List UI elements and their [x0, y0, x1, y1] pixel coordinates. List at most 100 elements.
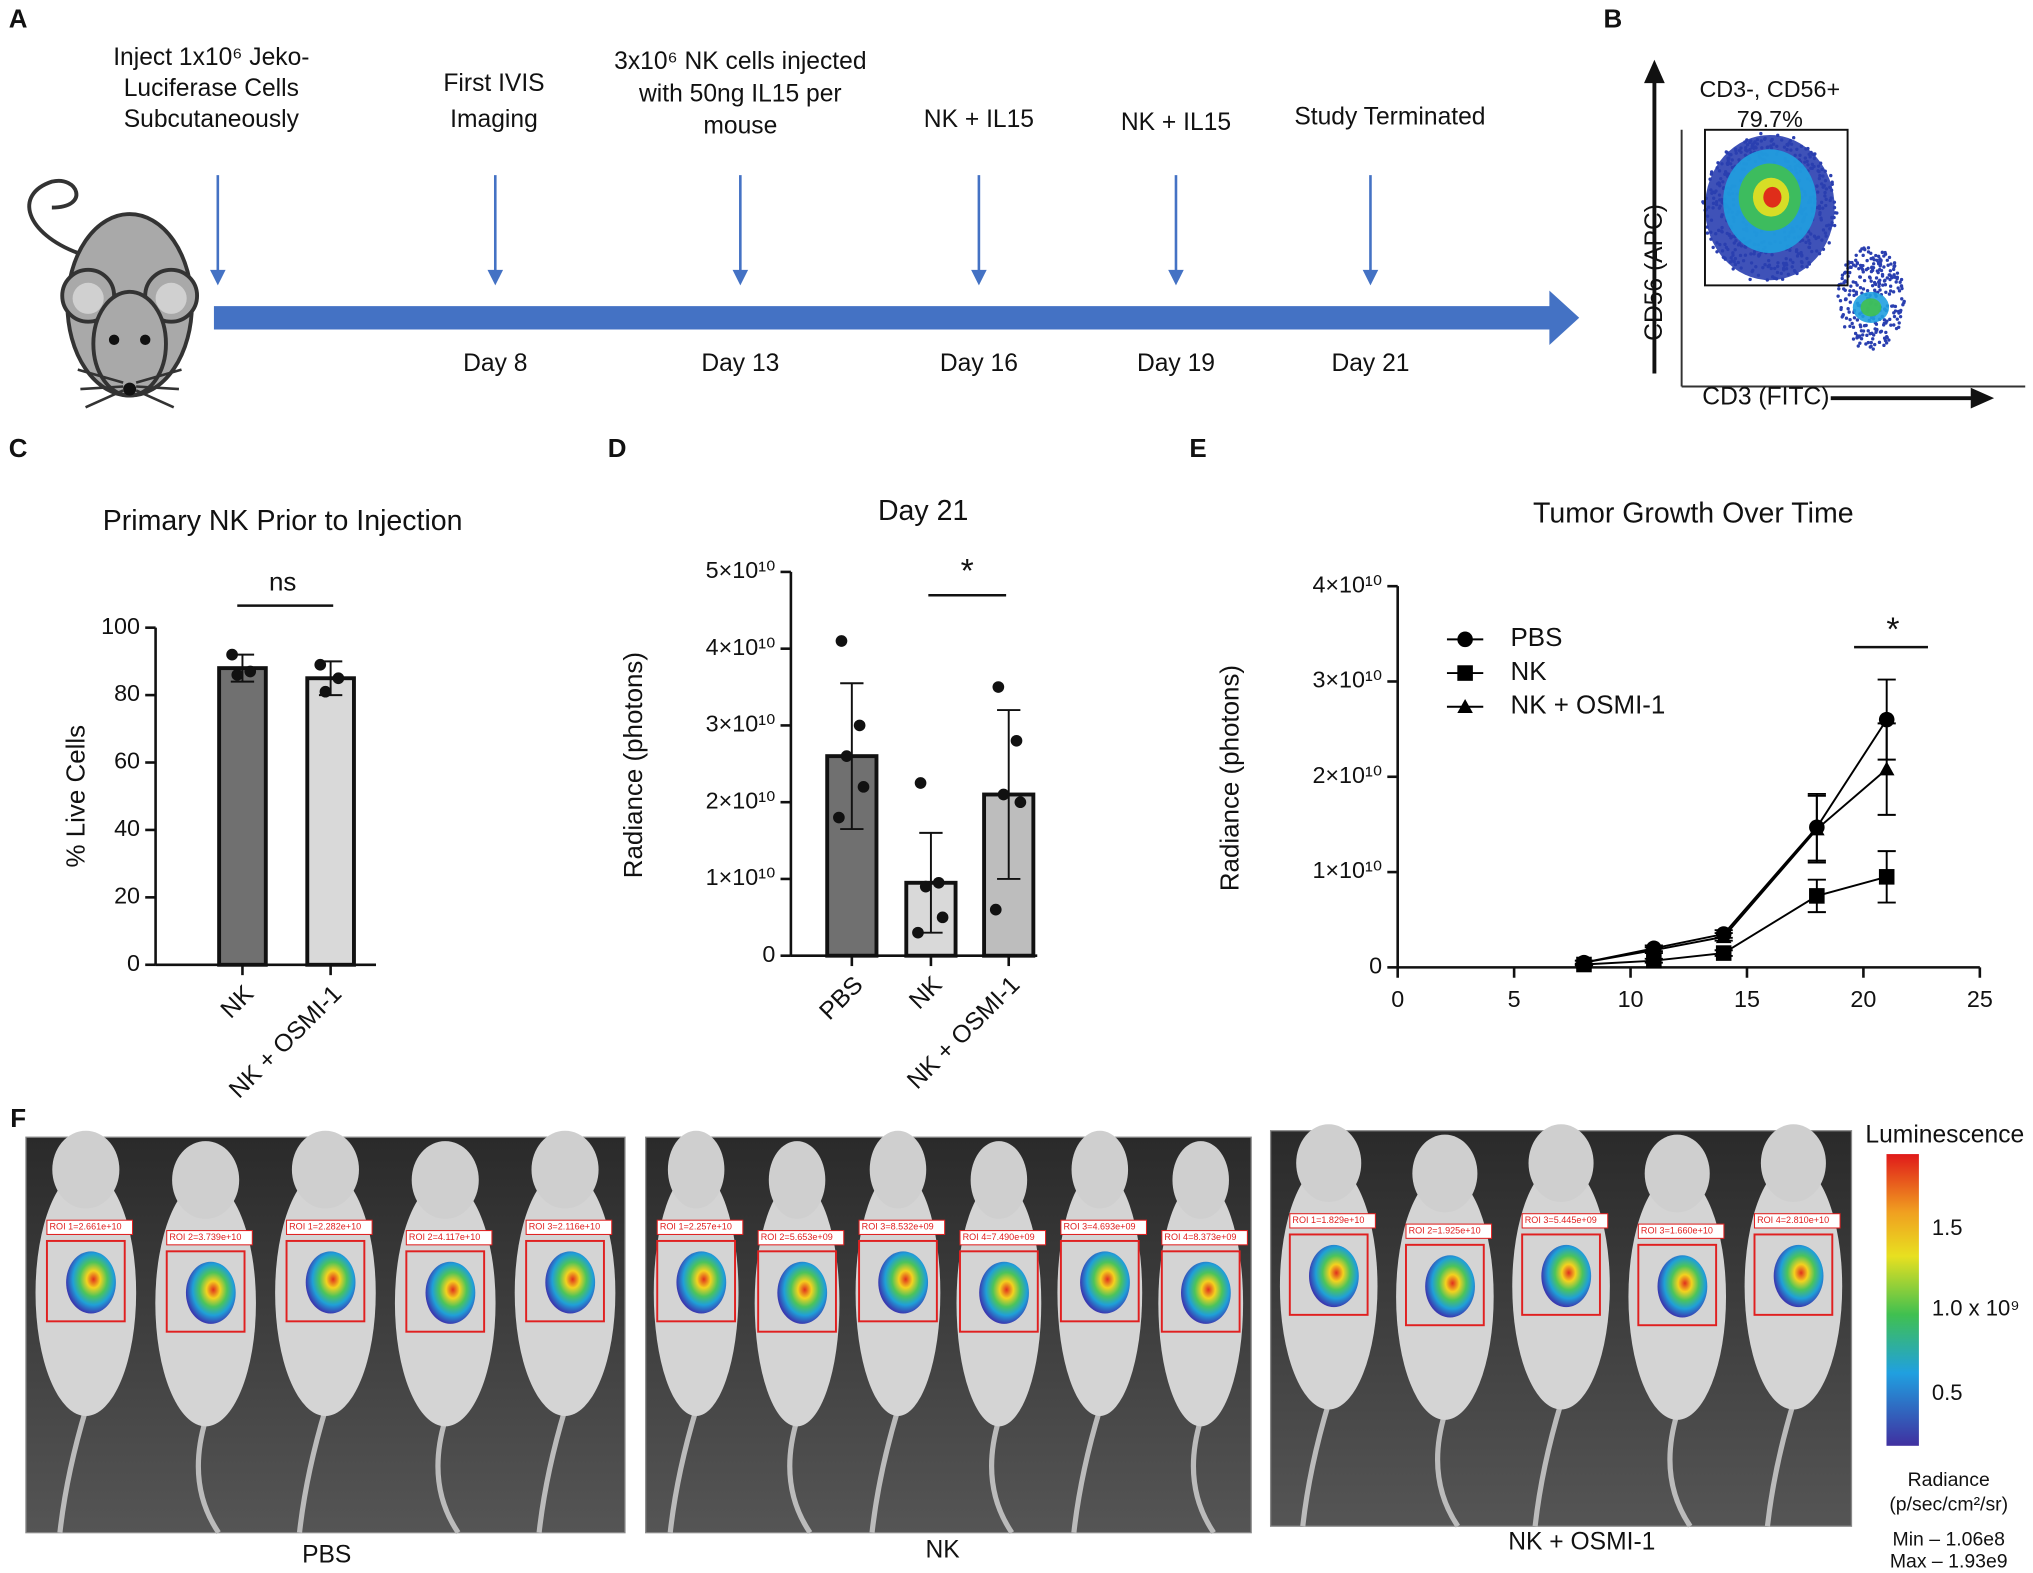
- roi-label: ROI 3=5.445e+09: [1525, 1215, 1597, 1225]
- y-tick-label: 1×10¹⁰: [1312, 857, 1382, 883]
- roi-label: ROI 4=2.810e+10: [1757, 1215, 1829, 1225]
- event-dot: [1859, 337, 1864, 341]
- event-dot: [1899, 277, 1904, 282]
- event-label: Inject 1x10⁶ Jeko-: [113, 44, 309, 71]
- y-axis-label: % Live Cells: [63, 725, 91, 868]
- mouse-tail: [1300, 1402, 1332, 1527]
- y-tick-label: 0: [127, 950, 140, 976]
- event-dot: [1875, 269, 1879, 273]
- colorbar-max: Max – 1.93e9: [1890, 1551, 2008, 1573]
- marker: [1576, 954, 1592, 969]
- luminescence-signal: [676, 1251, 727, 1314]
- colorbar-tick-label: 1.5: [1932, 1215, 1963, 1240]
- luminescence-signal: [777, 1261, 828, 1324]
- event-dot: [1840, 273, 1845, 277]
- y-tick-label: 60: [114, 748, 140, 774]
- event-arrowhead: [732, 269, 749, 286]
- event-dot: [1884, 330, 1888, 335]
- event-dot: [1877, 282, 1882, 286]
- x-tick-label: NK: [904, 971, 948, 1015]
- mouse-head: [1760, 1124, 1826, 1203]
- event-dot: [1844, 297, 1848, 301]
- event-dot: [1892, 273, 1896, 277]
- marker: [1809, 821, 1825, 836]
- marker: [1878, 869, 1895, 885]
- y-tick-label: 2×10¹⁰: [706, 787, 776, 813]
- event-dot: [1885, 258, 1890, 262]
- event-dot: [1874, 330, 1878, 334]
- event-dot: [1870, 283, 1875, 288]
- mouse-tail: [989, 1419, 1015, 1535]
- y-tick-label: 3×10¹⁰: [1312, 667, 1382, 693]
- mouse-head: [172, 1141, 240, 1219]
- event-dot: [1846, 307, 1850, 311]
- event-arrowhead: [971, 269, 987, 286]
- panel-label: E: [1189, 435, 1206, 463]
- panel-label: A: [9, 6, 28, 34]
- event-dot: [1871, 337, 1875, 341]
- event-dot: [1883, 283, 1888, 287]
- gate-percent: 79.7%: [1737, 106, 1803, 132]
- mouse-head: [970, 1141, 1028, 1219]
- event-dot: [1866, 250, 1871, 254]
- mouse-head: [1172, 1141, 1229, 1219]
- day-label: Day 13: [701, 350, 779, 377]
- event-dot: [1852, 293, 1856, 298]
- event-dot: [1759, 131, 1763, 136]
- data-point: [992, 681, 1005, 693]
- roi-box: [656, 1239, 737, 1323]
- data-point: [912, 926, 924, 939]
- roi-box: [525, 1239, 605, 1323]
- roi-label: ROI 1=1.829e+10: [1292, 1215, 1364, 1225]
- roi-label: ROI 3=8.532e+09: [862, 1222, 934, 1232]
- event-dot: [1898, 314, 1903, 319]
- mouse-tail: [1071, 1408, 1103, 1533]
- event-dot: [1892, 323, 1896, 327]
- event-dot: [1878, 262, 1883, 267]
- colorbar-unit: (p/sec/cm²/sr): [1889, 1494, 2008, 1516]
- roi-box: [1059, 1239, 1140, 1323]
- event-dot: [1875, 258, 1879, 262]
- x-tick-label: 20: [1850, 986, 1876, 1012]
- luminescence-signal: [1657, 1255, 1708, 1318]
- data-point: [932, 876, 945, 889]
- y-tick-label: 80: [114, 680, 140, 706]
- event-dot: [1858, 275, 1863, 279]
- roi-tag: [959, 1230, 1047, 1246]
- event-dot: [1854, 280, 1858, 285]
- event-dot: [1858, 334, 1862, 338]
- event-dot: [1854, 264, 1858, 268]
- density-contour: [1763, 186, 1782, 208]
- luminescence-signal: [1425, 1255, 1475, 1318]
- marker: [1715, 945, 1732, 961]
- roi-tag: [1161, 1230, 1248, 1246]
- event-dot: [1888, 273, 1892, 277]
- event-dot: [1882, 265, 1886, 269]
- event-dot: [1849, 284, 1853, 288]
- roi-box: [405, 1250, 486, 1333]
- event-dot: [1884, 290, 1888, 294]
- event-dot: [1900, 297, 1904, 301]
- y-axis-label: CD56 (APC): [1641, 204, 1668, 341]
- event-dot: [1853, 331, 1858, 336]
- event-dot: [1861, 270, 1865, 274]
- event-dot: [1866, 340, 1870, 345]
- mouse-tail: [195, 1419, 221, 1535]
- chart-title: Primary NK Prior to Injection: [103, 505, 463, 537]
- event-dot: [1880, 272, 1885, 277]
- event-dot: [1864, 323, 1868, 328]
- event-dot: [1882, 343, 1886, 348]
- roi-label: ROI 2=4.117e+10: [409, 1232, 480, 1242]
- event-label: NK + IL15: [1121, 109, 1231, 136]
- event-dot: [1866, 266, 1870, 271]
- colorbar: [1886, 1154, 1919, 1446]
- event-dot: [1877, 340, 1882, 345]
- y-tick-label: 5×10¹⁰: [706, 557, 776, 583]
- event-arrowhead: [487, 269, 504, 286]
- legend-label: PBS: [1510, 624, 1562, 652]
- roi-box: [285, 1239, 366, 1323]
- roi-tag: [1405, 1223, 1493, 1239]
- event-label: with 50ng IL15 per: [638, 80, 842, 107]
- event-dot: [1858, 249, 1862, 253]
- data-point: [914, 777, 927, 789]
